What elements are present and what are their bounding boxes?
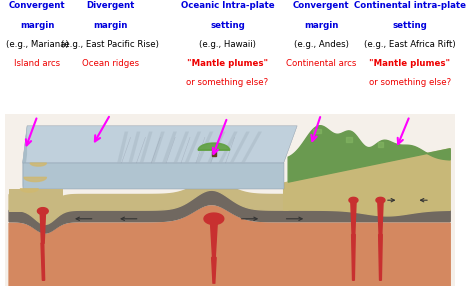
- Text: or something else?: or something else?: [186, 78, 268, 87]
- Text: margin: margin: [20, 21, 55, 29]
- Polygon shape: [162, 132, 177, 163]
- Polygon shape: [23, 163, 283, 189]
- Polygon shape: [23, 126, 27, 189]
- Text: "Mantle plumes": "Mantle plumes": [369, 59, 450, 68]
- Polygon shape: [9, 190, 450, 233]
- Text: Oceanic Intra-plate: Oceanic Intra-plate: [181, 1, 274, 10]
- Text: Continental intra-plate: Continental intra-plate: [354, 1, 466, 10]
- Text: setting: setting: [210, 21, 245, 29]
- Bar: [5, 114, 455, 286]
- Polygon shape: [20, 189, 38, 192]
- Text: Continental arcs: Continental arcs: [286, 59, 356, 68]
- Polygon shape: [211, 257, 216, 283]
- Text: Island arcs: Island arcs: [14, 59, 61, 68]
- Polygon shape: [351, 200, 356, 235]
- Text: setting: setting: [392, 21, 427, 29]
- Polygon shape: [9, 189, 63, 212]
- Polygon shape: [128, 132, 140, 163]
- Polygon shape: [211, 151, 216, 156]
- Polygon shape: [173, 132, 189, 163]
- Polygon shape: [37, 208, 48, 214]
- Polygon shape: [283, 149, 450, 216]
- Text: Divergent: Divergent: [86, 1, 135, 10]
- Polygon shape: [41, 243, 45, 280]
- Polygon shape: [198, 143, 229, 150]
- Polygon shape: [241, 132, 262, 163]
- Bar: [9, 235, 450, 286]
- Polygon shape: [378, 200, 383, 235]
- Polygon shape: [140, 132, 153, 163]
- Polygon shape: [23, 126, 297, 163]
- Text: or something else?: or something else?: [369, 78, 451, 87]
- Polygon shape: [379, 235, 382, 280]
- Text: Ocean ridges: Ocean ridges: [82, 59, 139, 68]
- Text: (e.g., Andes): (e.g., Andes): [293, 40, 348, 49]
- Polygon shape: [40, 211, 46, 243]
- Polygon shape: [185, 132, 201, 163]
- Polygon shape: [24, 177, 46, 182]
- Polygon shape: [30, 163, 46, 166]
- Text: margin: margin: [93, 21, 128, 29]
- Polygon shape: [349, 197, 358, 203]
- Polygon shape: [229, 132, 250, 163]
- Text: Convergent: Convergent: [9, 1, 66, 10]
- Text: margin: margin: [304, 21, 338, 29]
- Polygon shape: [352, 235, 355, 280]
- Polygon shape: [207, 132, 226, 163]
- Text: (e.g., Mariana): (e.g., Mariana): [6, 40, 69, 49]
- Polygon shape: [151, 132, 165, 163]
- Text: Convergent: Convergent: [293, 1, 349, 10]
- Polygon shape: [196, 132, 213, 163]
- Polygon shape: [210, 219, 218, 257]
- Polygon shape: [9, 180, 288, 225]
- Text: "Mantle plumes": "Mantle plumes": [187, 59, 268, 68]
- Polygon shape: [288, 126, 450, 182]
- Text: (e.g., Hawaii): (e.g., Hawaii): [199, 40, 256, 49]
- Polygon shape: [117, 132, 128, 163]
- Polygon shape: [204, 213, 224, 225]
- Polygon shape: [9, 206, 450, 286]
- Text: (e.g., East Pacific Rise): (e.g., East Pacific Rise): [62, 40, 159, 49]
- Polygon shape: [376, 197, 385, 203]
- Polygon shape: [219, 132, 237, 163]
- Text: (e.g., East Africa Rift): (e.g., East Africa Rift): [364, 40, 456, 49]
